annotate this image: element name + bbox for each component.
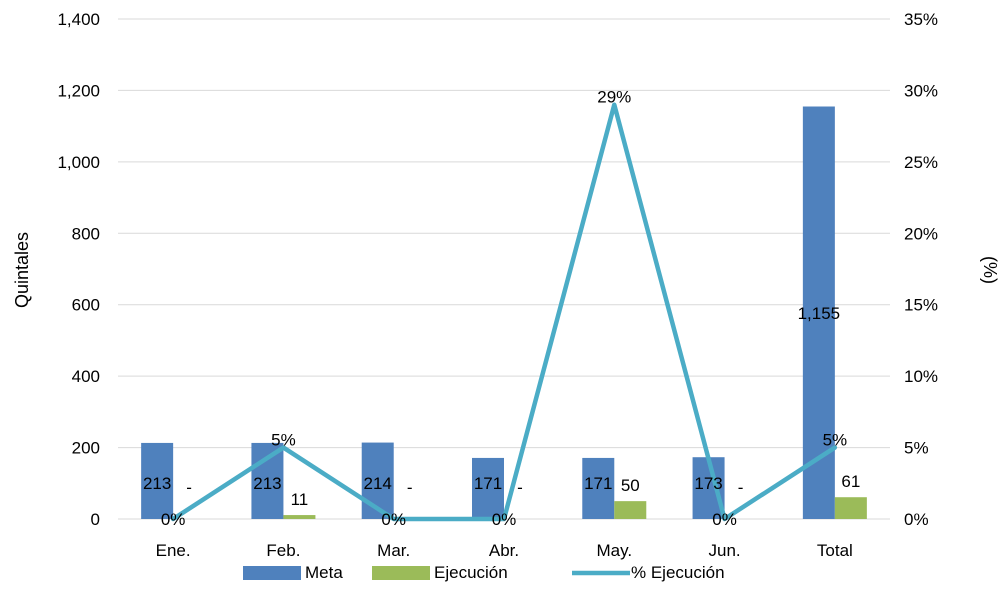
legend-swatch-ejecucion bbox=[372, 566, 430, 580]
left-tick-label: 0 bbox=[91, 510, 100, 529]
legend-label-meta: Meta bbox=[305, 563, 343, 582]
data-label-ejecucion: - bbox=[738, 478, 744, 497]
data-label-ejecucion: 50 bbox=[621, 476, 640, 495]
category-label: Mar. bbox=[377, 541, 410, 560]
data-label-pct: 5% bbox=[271, 431, 296, 450]
left-tick-label: 200 bbox=[72, 439, 100, 458]
right-tick-label: 0% bbox=[904, 510, 929, 529]
category-label: Total bbox=[817, 541, 853, 560]
left-tick-label: 1,000 bbox=[57, 153, 100, 172]
data-label-pct: 0% bbox=[381, 510, 406, 529]
right-tick-label: 15% bbox=[904, 296, 938, 315]
right-axis: 0% 5% 10% 15% 20% 25% 30% 35% bbox=[904, 10, 938, 529]
data-label-meta: 213 bbox=[143, 474, 171, 493]
category-axis: Ene. Feb. Mar. Abr. May. Jun. Total bbox=[156, 541, 853, 560]
left-tick-label: 400 bbox=[72, 367, 100, 386]
left-tick-label: 600 bbox=[72, 296, 100, 315]
bar-ejecucion bbox=[834, 497, 867, 519]
category-label: May. bbox=[596, 541, 632, 560]
legend-label-pct: % Ejecución bbox=[631, 563, 725, 582]
right-tick-label: 10% bbox=[904, 367, 938, 386]
data-label-ejecucion: - bbox=[407, 478, 413, 497]
line-pct-ejecucion bbox=[170, 102, 838, 522]
data-label-meta: 173 bbox=[694, 474, 722, 493]
data-label-meta: 213 bbox=[253, 474, 281, 493]
left-tick-label: 1,400 bbox=[57, 10, 100, 29]
category-label: Abr. bbox=[489, 541, 519, 560]
right-tick-label: 30% bbox=[904, 81, 938, 100]
data-label-pct: 0% bbox=[712, 510, 737, 529]
data-label-meta: 1,155 bbox=[798, 304, 841, 323]
legend: Meta Ejecución % Ejecución bbox=[243, 563, 725, 582]
line-series bbox=[170, 102, 838, 522]
data-label-ejecucion: - bbox=[186, 478, 192, 497]
data-label-pct: 29% bbox=[597, 88, 631, 107]
bar-ejecucion bbox=[283, 515, 316, 519]
legend-swatch-meta bbox=[243, 566, 301, 580]
data-label-meta: 171 bbox=[474, 474, 502, 493]
right-tick-label: 5% bbox=[904, 439, 929, 458]
bar-ejecucion bbox=[614, 501, 647, 519]
data-label-meta: 214 bbox=[364, 474, 392, 493]
left-axis-title: Quintales bbox=[12, 232, 32, 308]
left-tick-label: 800 bbox=[72, 224, 100, 243]
right-axis-title: (%) bbox=[980, 256, 998, 284]
data-label-ejecucion: 11 bbox=[291, 490, 309, 509]
data-label-ejecucion: - bbox=[517, 478, 523, 497]
right-tick-label: 25% bbox=[904, 153, 938, 172]
data-label-meta: 171 bbox=[584, 474, 612, 493]
legend-label-ejecucion: Ejecución bbox=[434, 563, 508, 582]
bar-meta bbox=[141, 442, 174, 519]
left-axis: 0 200 400 600 800 1,000 1,200 1,400 bbox=[57, 10, 100, 529]
data-label-pct: 0% bbox=[161, 510, 186, 529]
category-label: Feb. bbox=[266, 541, 300, 560]
right-tick-label: 20% bbox=[904, 224, 938, 243]
bar-meta bbox=[472, 457, 504, 519]
bar-meta bbox=[582, 457, 615, 519]
category-label: Jun. bbox=[709, 541, 741, 560]
data-label-pct: 5% bbox=[823, 431, 848, 450]
bar-series bbox=[141, 106, 867, 519]
data-label-ejecucion: 61 bbox=[841, 472, 860, 491]
gridlines bbox=[118, 18, 890, 520]
left-tick-label: 1,200 bbox=[57, 81, 100, 100]
data-label-pct: 0% bbox=[492, 510, 517, 529]
category-label: Ene. bbox=[156, 541, 191, 560]
right-tick-label: 35% bbox=[904, 10, 938, 29]
